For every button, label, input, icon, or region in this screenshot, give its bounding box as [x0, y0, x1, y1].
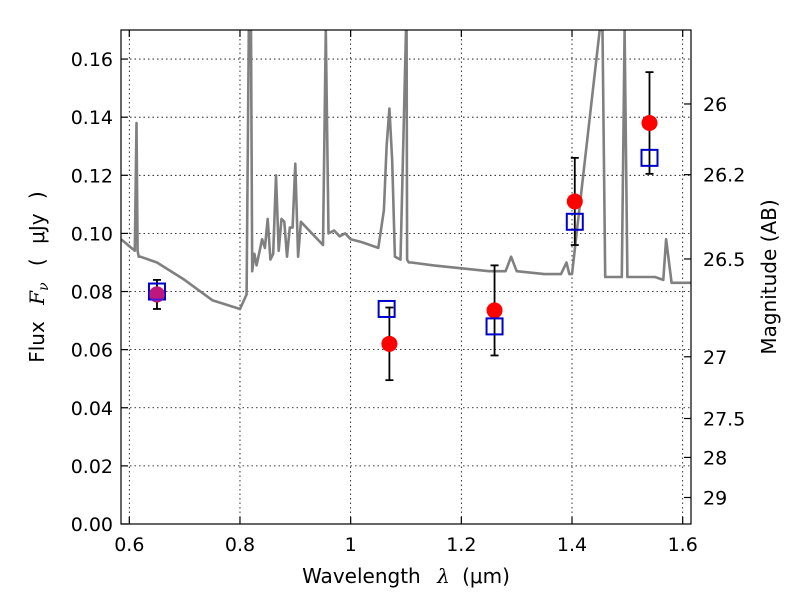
- x-tick-label: 0.6: [114, 534, 144, 556]
- x-axis-label: Wavelength λ (μm): [302, 564, 510, 588]
- y2-tick-label: 27: [703, 347, 727, 369]
- y-tick-label: 0.08: [71, 282, 113, 304]
- y2-tick-label: 28: [703, 447, 727, 469]
- model-bandflux-point: [640, 148, 659, 167]
- y-tick-label: 0.04: [71, 398, 113, 420]
- y2-tick-label: 26.5: [703, 249, 745, 271]
- y2-axis-label: Magnitude (AB): [757, 199, 781, 354]
- model-bandflux-layer: [147, 148, 659, 336]
- measured-point: [566, 193, 583, 210]
- y2-tick-label: 26.2: [703, 165, 745, 187]
- x-tick-label: 1.4: [557, 534, 587, 556]
- y-tick-label: 0.14: [71, 107, 113, 129]
- y-tick-label: 0.02: [71, 456, 113, 478]
- model-spectrum-line: [121, 30, 691, 311]
- x-tick-label: 1: [345, 534, 357, 556]
- y-tick-label: 0.16: [71, 49, 113, 71]
- y2-tick-label: 27.5: [703, 408, 745, 430]
- x-tick-label: 1.6: [668, 534, 698, 556]
- x-tick-label: 0.8: [225, 534, 255, 556]
- y2-tick-label: 26: [703, 94, 727, 116]
- measured-point: [486, 302, 503, 319]
- model-spectrum-layer: [121, 30, 691, 311]
- model-bandflux-point: [565, 212, 584, 231]
- y-tick-label: 0.12: [71, 165, 113, 187]
- measured-point: [641, 114, 658, 131]
- x-tick-label: 1.2: [446, 534, 476, 556]
- ticks-layer: 0.6 0.8 1 1.2 1.4 1.6 0.00 0.02 0.04 0.06 0.08 0.10…: [71, 30, 745, 556]
- model-bandflux-point: [485, 317, 504, 336]
- model-bandflux-point: [377, 299, 396, 318]
- axes-frame: [120, 29, 692, 525]
- y2-tick-label: 29: [703, 487, 727, 509]
- measured-point: [381, 335, 398, 352]
- y-tick-label: 0.00: [71, 514, 113, 536]
- measured-point-overlap: [148, 286, 165, 303]
- y-axis-label: Flux Fν ( μJy ): [25, 191, 53, 363]
- y-tick-label: 0.10: [71, 223, 113, 245]
- y-tick-label: 0.06: [71, 340, 113, 362]
